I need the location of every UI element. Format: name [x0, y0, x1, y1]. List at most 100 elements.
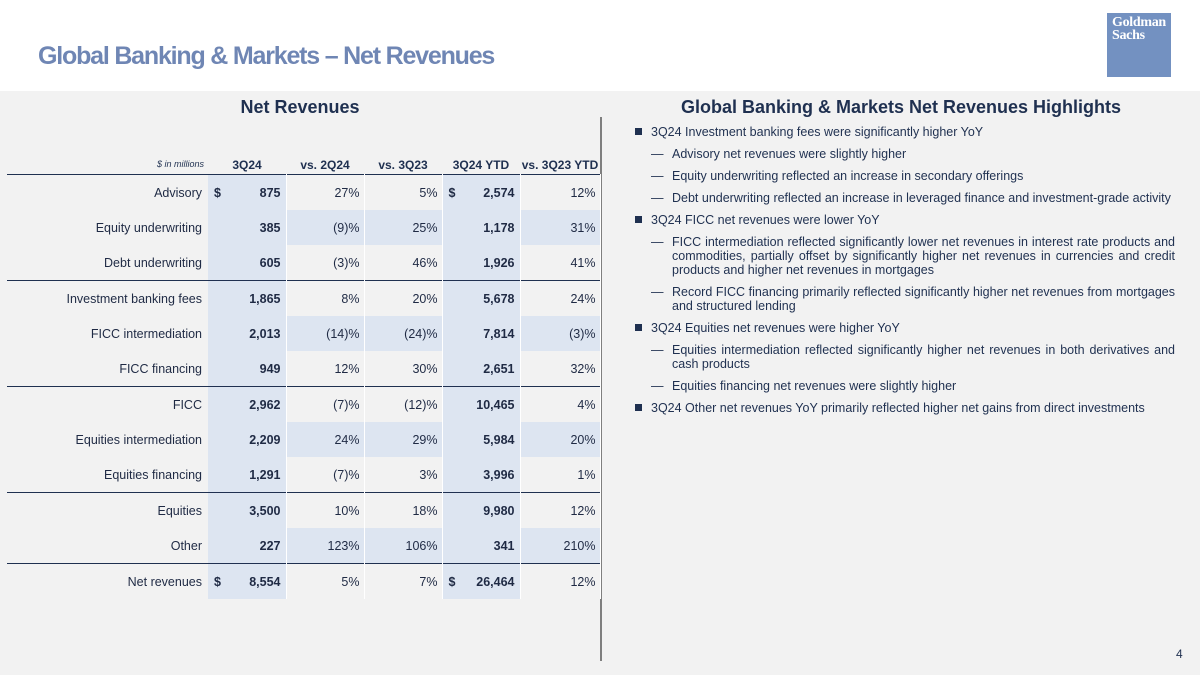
value-3q24-ytd: 9,980	[442, 492, 521, 528]
change-vs-2q24: (3)%	[286, 245, 365, 281]
change-vs-3q23: 7%	[364, 563, 443, 599]
change-vs-2q24: (7)%	[286, 386, 365, 422]
value-3q24: 2,013	[208, 316, 287, 351]
change-vs-2q24-text: 24%	[334, 432, 360, 447]
row-label-text: Other	[170, 538, 202, 553]
change-vs-3q23-ytd-text: 31%	[570, 220, 596, 235]
value-3q24: 1,291	[208, 457, 287, 493]
change-vs-3q23: (12)%	[364, 386, 443, 422]
highlight-text: 3Q24 FICC net revenues were lower YoY	[651, 213, 880, 227]
highlight-text: FICC intermediation reflected significan…	[672, 235, 1175, 277]
change-vs-2q24: 27%	[286, 174, 365, 210]
highlight-bullet: 3Q24 Equities net revenues were higher Y…	[635, 321, 1175, 335]
change-vs-3q23-ytd-text: 1%	[577, 467, 596, 482]
highlight-sub-bullet: — Equities intermediation reflected signi…	[635, 343, 1175, 371]
col-header-3q24-ytd: 3Q24 YTD	[452, 158, 510, 172]
page-number: 4	[1176, 647, 1183, 661]
dash-bullet-icon: —	[651, 235, 664, 249]
square-bullet-icon	[635, 324, 642, 331]
change-vs-2q24-text: 12%	[334, 361, 360, 376]
value-3q24-ytd: 10,465	[442, 386, 521, 422]
value-3q24-ytd-text: 9,980	[483, 503, 515, 518]
value-3q24: 2,209	[208, 422, 287, 457]
highlight-sub-bullet: — Record FICC financing primarily reflect…	[635, 285, 1175, 313]
page-title: Global Banking & Markets – Net Revenues	[38, 42, 495, 70]
change-vs-2q24: 12%	[286, 351, 365, 387]
highlight-text: 3Q24 Equities net revenues were higher Y…	[651, 321, 900, 335]
value-3q24-ytd-text: 10,465	[476, 397, 515, 412]
change-vs-3q23-ytd: 31%	[520, 210, 601, 245]
change-vs-3q23-ytd: (3)%	[520, 316, 601, 351]
value-3q24-ytd: $2,574	[442, 174, 521, 210]
value-3q24-text: 2,013	[249, 326, 281, 341]
row-label: Equities financing	[7, 457, 208, 493]
change-vs-2q24-text: 10%	[334, 503, 360, 518]
column-divider	[600, 117, 602, 661]
change-vs-2q24-text: (14)%	[326, 326, 360, 341]
square-bullet-icon	[635, 216, 642, 223]
row-label: Net revenues	[7, 563, 208, 599]
row-label-text: FICC financing	[119, 361, 202, 376]
change-vs-3q23-ytd-text: 24%	[570, 291, 596, 306]
highlights-heading: Global Banking & Markets Net Revenues Hi…	[680, 97, 1122, 117]
table-row: Equities intermediation 2,209 24% 29% 5,984 2…	[7, 422, 601, 457]
row-label: FICC intermediation	[7, 316, 208, 351]
row-label-text: Debt underwriting	[104, 255, 202, 270]
value-3q24-ytd: 3,996	[442, 457, 521, 493]
change-vs-2q24: 10%	[286, 492, 365, 528]
net-revenues-table: $ in millions 3Q24 vs. 2Q24 vs. 3Q23 3Q2…	[7, 123, 601, 599]
table-row: Debt underwriting 605 (3)% 46% 1,926 41%	[7, 245, 601, 281]
table-row: Advisory $875 27% 5% $2,574 12%	[7, 174, 601, 210]
logo-line-2: Sachs	[1112, 28, 1145, 43]
value-3q24: 949	[208, 351, 287, 387]
highlight-bullet: 3Q24 Other net revenues YoY primarily re…	[635, 401, 1175, 415]
value-3q24-text: 949	[259, 361, 281, 376]
value-3q24: $875	[208, 174, 287, 210]
change-vs-3q23-ytd: 41%	[520, 245, 601, 281]
col-header-vs-2q24: vs. 2Q24	[300, 158, 350, 172]
col-header-vs-3q23-ytd: vs. 3Q23 YTD	[521, 158, 599, 172]
change-vs-3q23-text: 3%	[419, 467, 438, 482]
change-vs-2q24: 24%	[286, 422, 365, 457]
value-3q24-text: 227	[259, 538, 281, 553]
highlight-text: Equities intermediation reflected signif…	[672, 343, 1175, 371]
row-label-text: Advisory	[154, 185, 202, 200]
row-label-text: Investment banking fees	[66, 291, 203, 306]
row-label: Equity underwriting	[7, 210, 208, 245]
value-3q24-ytd: 5,984	[442, 422, 521, 457]
value-3q24: 1,865	[208, 280, 287, 316]
change-vs-3q23-ytd: 20%	[520, 422, 601, 457]
change-vs-3q23-text: 7%	[419, 574, 438, 589]
highlight-bullet: 3Q24 FICC net revenues were lower YoY	[635, 213, 1175, 227]
highlight-text: Equity underwriting reflected an increas…	[672, 169, 1024, 183]
highlight-bullet: 3Q24 Investment banking fees were signif…	[635, 125, 1175, 139]
change-vs-2q24-text: (3)%	[333, 255, 360, 270]
value-3q24-ytd-text: 341	[493, 538, 515, 553]
logo-line-1: Goldman	[1112, 15, 1166, 30]
change-vs-3q23: 3%	[364, 457, 443, 493]
change-vs-2q24: (14)%	[286, 316, 365, 351]
value-3q24-ytd: $26,464	[442, 563, 521, 599]
value-3q24-ytd-text: 5,678	[483, 291, 515, 306]
highlight-sub-bullet: — Advisory net revenues were slightly hig…	[635, 147, 1175, 161]
change-vs-3q23-ytd-text: 20%	[570, 432, 596, 447]
change-vs-3q23-ytd-text: 41%	[570, 255, 596, 270]
change-vs-3q23-text: (24)%	[404, 326, 438, 341]
highlight-text: Advisory net revenues were slightly high…	[672, 147, 907, 161]
value-3q24-ytd-text: 26,464	[476, 574, 515, 589]
table-row: Net revenues $8,554 5% 7% $26,464 12%	[7, 563, 601, 599]
change-vs-3q23-text: 5%	[419, 185, 438, 200]
table-row: Equity underwriting 385 (9)% 25% 1,178 31%	[7, 210, 601, 245]
change-vs-3q23: 29%	[364, 422, 443, 457]
highlight-sub-bullet: — Debt underwriting reflected an increase…	[635, 191, 1175, 205]
value-3q24-ytd-text: 5,984	[483, 432, 515, 447]
change-vs-3q23-ytd-text: 12%	[570, 503, 596, 518]
change-vs-3q23-ytd: 32%	[520, 351, 601, 387]
change-vs-3q23-text: 20%	[412, 291, 438, 306]
change-vs-2q24-text: 8%	[341, 291, 360, 306]
table-row: Investment banking fees 1,865 8% 20% 5,678 24…	[7, 280, 601, 316]
value-3q24-ytd: 1,926	[442, 245, 521, 281]
change-vs-3q23-ytd-text: 210%	[563, 538, 596, 553]
value-3q24-text: 2,209	[249, 432, 281, 447]
net-revenues-heading: Net Revenues	[240, 97, 360, 117]
